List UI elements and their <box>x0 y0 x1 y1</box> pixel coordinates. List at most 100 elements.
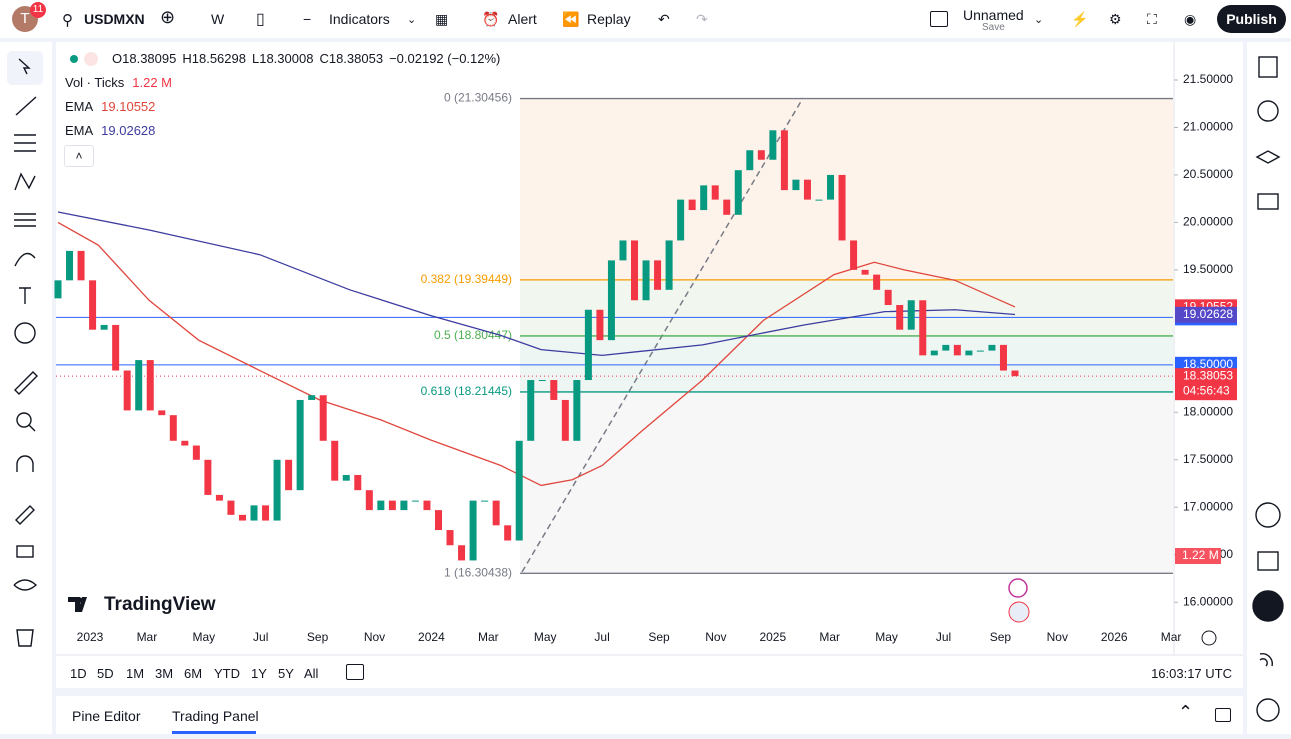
x-tick-label: Jul <box>936 630 951 644</box>
candle <box>1011 370 1019 377</box>
layout-name[interactable]: Unnamed <box>963 7 1024 23</box>
candle <box>942 344 950 351</box>
candle <box>54 280 62 299</box>
maximize-icon[interactable] <box>1215 708 1231 722</box>
symbol[interactable]: USDMXN <box>84 11 145 27</box>
candle <box>723 199 731 215</box>
indicators-button[interactable]: Indicators <box>329 11 390 27</box>
fib-zone <box>520 279 1173 336</box>
candle <box>365 490 373 511</box>
legend-row: O18.38095 H18.56298 L18.30008 C18.38053 −0.0… <box>112 51 500 66</box>
candle <box>492 500 500 526</box>
candle <box>792 179 800 191</box>
x-tick-label: Sep <box>990 630 1012 644</box>
candle <box>976 350 984 352</box>
layout-status: Save <box>982 22 1005 33</box>
candle <box>285 459 293 491</box>
range-button[interactable]: YTD <box>214 666 240 681</box>
candle <box>769 130 777 160</box>
candle <box>296 399 304 491</box>
bottom-panel-bar: Pine Editor Trading Panel ⌃ <box>56 696 1243 734</box>
candle <box>930 350 938 356</box>
candle <box>850 240 858 270</box>
x-tick-label: Nov <box>364 630 385 644</box>
fib-label: 0.382 (19.39449) <box>421 272 512 286</box>
range-button[interactable]: 5Y <box>278 666 294 681</box>
volume-label-box <box>1175 548 1221 564</box>
candle <box>515 440 523 541</box>
range-button[interactable]: 6M <box>184 666 203 681</box>
candle <box>377 500 385 511</box>
price-label: 18.50000 <box>1183 357 1233 371</box>
y-tick-label: 21.50000 <box>1183 72 1233 86</box>
replay-button[interactable]: Replay <box>587 11 631 27</box>
collapse-legend[interactable]: ˄ <box>64 145 94 167</box>
candle <box>965 350 973 356</box>
range-button[interactable]: All <box>304 666 319 681</box>
candle <box>400 500 408 511</box>
ohlc-key: H <box>182 51 192 66</box>
y-tick-label: 21.00000 <box>1183 120 1233 134</box>
candle <box>434 510 442 531</box>
status-dots <box>66 52 106 66</box>
x-tick-label: May <box>534 630 557 644</box>
y-tick-label: 18.00000 <box>1183 404 1233 418</box>
candle <box>561 399 569 441</box>
x-tick-label: Jul <box>594 630 609 644</box>
volume-name[interactable]: Vol · Ticks <box>65 75 125 90</box>
candle <box>988 344 996 351</box>
candle <box>319 395 327 441</box>
layout-icon <box>930 11 948 27</box>
settings-icon[interactable] <box>1201 630 1217 646</box>
range-button[interactable]: 5D <box>97 666 114 681</box>
range-button[interactable]: 1M <box>126 666 145 681</box>
candle <box>873 274 881 290</box>
candle <box>411 500 419 502</box>
logo: TradingView <box>68 594 216 615</box>
publish-button[interactable]: Publish <box>1217 5 1286 33</box>
x-tick-label: Sep <box>307 630 329 644</box>
candle <box>423 500 431 511</box>
alert-button[interactable]: Alert <box>508 11 537 27</box>
compare-icon[interactable] <box>346 664 364 680</box>
panel-tab[interactable]: Pine Editor <box>72 708 141 724</box>
x-tick-label: Mar <box>478 630 499 644</box>
change: −0.02192 (−0.12%) <box>389 51 501 66</box>
candle <box>573 380 581 441</box>
ohlc-key: C <box>319 51 329 66</box>
x-tick-label: 2024 <box>418 630 445 644</box>
legend-row: Vol · Ticks 1.22 M <box>65 75 172 90</box>
candle <box>146 360 154 411</box>
candle <box>896 305 904 330</box>
candle <box>273 459 281 521</box>
candle <box>999 344 1007 371</box>
ema-name[interactable]: EMA <box>65 99 94 114</box>
volume-value: 1.22 M <box>132 75 172 90</box>
ema-name[interactable]: EMA <box>65 123 94 138</box>
candle <box>227 500 235 515</box>
candle <box>388 500 396 511</box>
y-tick-label: 19.50000 <box>1183 262 1233 276</box>
x-tick-label: Mar <box>819 630 840 644</box>
range-button[interactable]: 3M <box>155 666 174 681</box>
tab-indicator <box>172 731 256 734</box>
candle <box>803 179 811 200</box>
range-button[interactable]: 1D <box>70 666 87 681</box>
candle <box>642 260 650 301</box>
panel-tab[interactable]: Trading Panel <box>172 708 259 724</box>
x-tick-label: Nov <box>1047 630 1068 644</box>
candle <box>631 240 639 301</box>
range-bar: 1D 5D 1M 3M 6M YTD 1Y 5Y All 16:03:17 UTC <box>64 664 1234 684</box>
candle <box>204 459 212 495</box>
candle <box>446 530 454 546</box>
ohlc-value: 18.38053 <box>328 51 384 66</box>
candle <box>100 324 108 330</box>
interval[interactable]: W <box>211 11 225 27</box>
candle <box>158 410 166 416</box>
range-button[interactable]: 1Y <box>251 666 267 681</box>
x-tick-label: May <box>875 630 898 644</box>
candle <box>665 240 673 290</box>
candle <box>700 185 708 211</box>
ohlc-value: 18.38095 <box>122 51 177 66</box>
